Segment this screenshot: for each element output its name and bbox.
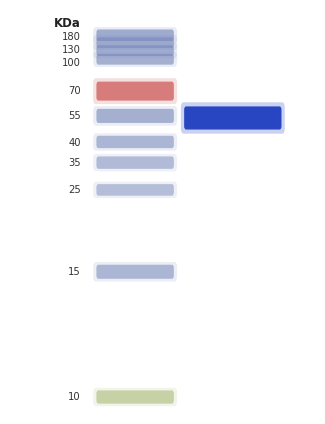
FancyBboxPatch shape [93,43,177,58]
Text: 130: 130 [62,45,81,55]
FancyBboxPatch shape [97,37,174,48]
Text: 35: 35 [68,159,81,168]
Text: 70: 70 [68,86,81,96]
Text: 25: 25 [68,185,81,195]
FancyBboxPatch shape [93,35,177,50]
FancyBboxPatch shape [97,81,174,100]
FancyBboxPatch shape [93,52,177,67]
FancyBboxPatch shape [93,133,177,151]
FancyBboxPatch shape [97,109,174,123]
FancyBboxPatch shape [97,30,174,41]
Text: 10: 10 [68,392,81,402]
FancyBboxPatch shape [97,54,174,64]
FancyBboxPatch shape [97,265,174,279]
Text: 100: 100 [62,59,81,68]
FancyBboxPatch shape [97,45,174,56]
FancyBboxPatch shape [93,388,177,406]
FancyBboxPatch shape [93,182,177,198]
Text: KDa: KDa [54,17,81,30]
Text: 40: 40 [68,138,81,148]
Text: 55: 55 [68,111,81,121]
FancyBboxPatch shape [93,262,177,282]
FancyBboxPatch shape [97,156,174,169]
FancyBboxPatch shape [184,106,281,130]
FancyBboxPatch shape [93,78,177,104]
FancyBboxPatch shape [181,102,285,134]
Text: 180: 180 [62,32,81,42]
FancyBboxPatch shape [97,184,174,196]
FancyBboxPatch shape [93,106,177,126]
FancyBboxPatch shape [93,154,177,171]
FancyBboxPatch shape [97,391,174,404]
FancyBboxPatch shape [93,27,177,44]
FancyBboxPatch shape [97,136,174,148]
Text: 15: 15 [68,267,81,277]
